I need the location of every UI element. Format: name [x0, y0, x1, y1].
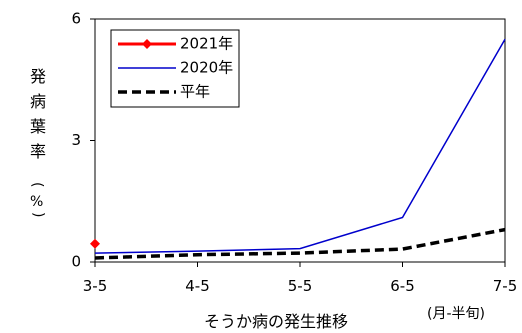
y-axis-title-char-3: 率	[30, 142, 46, 161]
y-tick-label-2: 6	[71, 10, 81, 28]
x-axis-ticks: 3-5 4-5 5-5 6-5 7-5	[83, 262, 518, 295]
x-tick-label-4: 7-5	[493, 277, 518, 295]
x-axis-title: そうか病の発生推移	[204, 312, 348, 331]
series-point-2021-0	[90, 238, 100, 249]
x-axis-unit: (月-半旬)	[427, 306, 485, 322]
y-tick-label-0: 0	[71, 253, 81, 271]
y-axis-title-char-1: 病	[30, 92, 46, 111]
legend-marker-2021	[142, 39, 152, 49]
legend: 2021年 2020年 平年	[110, 29, 240, 108]
y-axis-title-char-0: 発	[30, 67, 46, 86]
x-tick-label-1: 4-5	[185, 277, 210, 295]
y-axis-ticks: 0 3 6	[71, 10, 95, 271]
y-axis-unit-open: (	[29, 182, 45, 187]
y-axis-unit-close: )	[30, 212, 46, 217]
legend-label-2021: 2021年	[180, 35, 233, 53]
series-line-2020	[94, 38, 506, 254]
y-axis-title: 発 病 葉 率 ( % )	[29, 67, 46, 217]
y-axis-unit: %	[30, 194, 43, 210]
x-tick-label-0: 3-5	[83, 277, 108, 295]
x-tick-label-2: 5-5	[288, 277, 313, 295]
series-line-average	[94, 227, 506, 260]
series-layer	[90, 38, 506, 260]
y-axis-title-char-2: 葉	[30, 117, 46, 136]
x-tick-label-3: 6-5	[390, 277, 415, 295]
y-tick-label-1: 3	[71, 131, 81, 149]
legend-label-2020: 2020年	[180, 59, 233, 77]
legend-label-average: 平年	[180, 83, 210, 101]
